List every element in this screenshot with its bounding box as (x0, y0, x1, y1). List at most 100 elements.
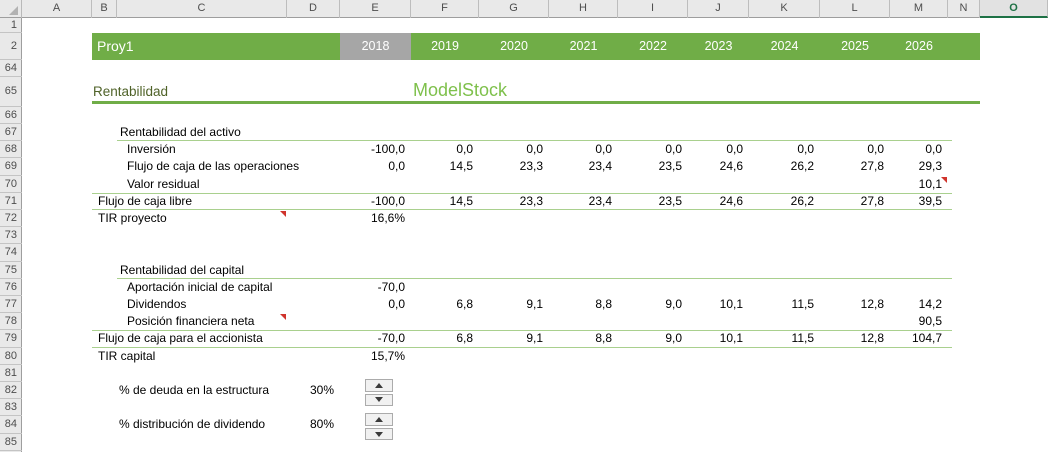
select-all-corner[interactable] (0, 0, 22, 18)
cell-H77[interactable]: 8,8 (595, 297, 612, 311)
cell-G68[interactable]: 0,0 (526, 142, 543, 157)
cell-M77[interactable]: 14,2 (918, 297, 942, 311)
cell-M70[interactable]: 10,1 (918, 176, 942, 191)
year-header-2025[interactable]: 2025 (841, 39, 869, 53)
row-label-75[interactable]: Rentabilidad del capital (120, 262, 245, 277)
cell-J77[interactable]: 10,1 (719, 297, 743, 311)
control-value-1[interactable]: 30% (309, 383, 334, 397)
row-label-80[interactable]: TIR capital (98, 348, 156, 363)
column-header-N[interactable]: N (948, 0, 980, 18)
brand-title[interactable]: ModelStock (413, 80, 508, 100)
cell-I69[interactable]: 23,5 (658, 159, 682, 174)
cell-F77[interactable]: 6,8 (456, 297, 473, 311)
row-header-69[interactable]: 69 (0, 158, 22, 176)
cell-K71[interactable]: 26,2 (790, 193, 814, 208)
cell-M68[interactable]: 0,0 (925, 142, 942, 157)
year-header-2020[interactable]: 2020 (500, 39, 528, 53)
row-label-79[interactable]: Flujo de caja para el accionista (98, 331, 263, 346)
column-header-G[interactable]: G (479, 0, 549, 18)
row-header-64[interactable]: 64 (0, 60, 22, 77)
cell-K68[interactable]: 0,0 (797, 142, 814, 157)
cell-F69[interactable]: 14,5 (449, 159, 473, 174)
cell-E76[interactable]: -70,0 (377, 279, 405, 294)
row-header-83[interactable]: 83 (0, 399, 22, 417)
row-label-78[interactable]: Posición financiera neta (127, 314, 255, 329)
cell-H71[interactable]: 23,4 (588, 193, 612, 208)
year-header-2021[interactable]: 2021 (569, 39, 598, 53)
cell-J71[interactable]: 24,6 (719, 193, 743, 208)
row-label-71[interactable]: Flujo de caja libre (98, 193, 193, 208)
cell-H79[interactable]: 8,8 (595, 331, 612, 346)
cell-M79[interactable]: 104,7 (911, 331, 942, 346)
row-header-66[interactable]: 66 (0, 107, 22, 124)
column-header-B[interactable]: B (92, 0, 117, 18)
row-header-82[interactable]: 82 (0, 382, 22, 400)
cell-E71[interactable]: -100,0 (370, 193, 405, 208)
row-header-71[interactable]: 71 (0, 193, 22, 210)
cell-F68[interactable]: 0,0 (456, 142, 473, 157)
row-header-72[interactable]: 72 (0, 210, 22, 228)
column-header-J[interactable]: J (688, 0, 749, 18)
row-label-69[interactable]: Flujo de caja de las operaciones (127, 159, 300, 174)
row-header-1[interactable]: 1 (0, 18, 22, 33)
column-header-M[interactable]: M (890, 0, 948, 18)
column-header-O[interactable]: O (980, 0, 1048, 18)
row-header-77[interactable]: 77 (0, 296, 22, 314)
cell-G79[interactable]: 9,1 (526, 331, 543, 346)
column-header-A[interactable]: A (22, 0, 92, 18)
cell-K77[interactable]: 11,5 (791, 297, 814, 311)
row-header-79[interactable]: 79 (0, 330, 22, 348)
cell-E69[interactable]: 0,0 (388, 159, 405, 174)
cell-M71[interactable]: 39,5 (918, 193, 942, 208)
cell-I79[interactable]: 9,0 (665, 331, 682, 346)
row-header-67[interactable]: 67 (0, 124, 22, 142)
control-label-1[interactable]: % de deuda en la estructura (119, 383, 270, 397)
row-header-81[interactable]: 81 (0, 365, 22, 382)
spin-down-button[interactable] (365, 427, 393, 441)
cell-G77[interactable]: 9,1 (526, 297, 543, 311)
row-header-73[interactable]: 73 (0, 227, 22, 245)
row-label-72[interactable]: TIR proyecto (98, 211, 167, 225)
cell-I71[interactable]: 23,5 (658, 193, 682, 208)
row-header-76[interactable]: 76 (0, 279, 22, 296)
cell-J69[interactable]: 24,6 (719, 159, 743, 174)
column-header-H[interactable]: H (549, 0, 618, 18)
row-label-70[interactable]: Valor residual (127, 176, 200, 191)
row-label-77[interactable]: Dividendos (127, 297, 187, 311)
cell-L77[interactable]: 12,8 (860, 297, 884, 311)
spin-up-button[interactable] (365, 413, 393, 426)
cell-L79[interactable]: 12,8 (860, 331, 884, 346)
control-value-2[interactable]: 80% (309, 417, 334, 432)
section-title[interactable]: Rentabilidad (93, 84, 169, 99)
row-label-68[interactable]: Inversión (127, 142, 176, 157)
control-label-2[interactable]: % distribución de dividendo (119, 417, 266, 432)
cell-L71[interactable]: 27,8 (860, 193, 884, 208)
row-header-2[interactable]: 2 (0, 33, 22, 60)
year-header-2024[interactable]: 2024 (770, 39, 799, 53)
cell-K79[interactable]: 11,5 (791, 331, 814, 346)
row-header-68[interactable]: 68 (0, 141, 22, 159)
cell-J68[interactable]: 0,0 (726, 142, 743, 157)
column-header-I[interactable]: I (618, 0, 688, 18)
row-header-74[interactable]: 74 (0, 244, 22, 262)
year-header-2022[interactable]: 2022 (639, 39, 667, 53)
cell-J79[interactable]: 10,1 (719, 331, 743, 346)
row-header-70[interactable]: 70 (0, 176, 22, 193)
cell-F79[interactable]: 6,8 (456, 331, 473, 346)
row-label-67[interactable]: Rentabilidad del activo (120, 125, 241, 139)
row-header-80[interactable]: 80 (0, 348, 22, 365)
cell-E80[interactable]: 15,7% (370, 348, 405, 363)
row-header-65[interactable]: 65 (0, 77, 22, 107)
cell-G69[interactable]: 23,3 (519, 159, 543, 174)
year-header-2026[interactable]: 2026 (905, 39, 933, 53)
year-header-2023[interactable]: 2023 (704, 39, 733, 53)
cell-L68[interactable]: 0,0 (867, 142, 884, 157)
cell-H69[interactable]: 23,4 (588, 159, 612, 174)
cell-H68[interactable]: 0,0 (595, 142, 612, 157)
year-header-2018[interactable]: 2018 (340, 33, 411, 60)
column-header-L[interactable]: L (820, 0, 890, 18)
row-label-76[interactable]: Aportación inicial de capital (127, 279, 273, 294)
row-header-78[interactable]: 78 (0, 313, 22, 331)
spin-down-button[interactable] (365, 393, 393, 406)
cell-I68[interactable]: 0,0 (665, 142, 682, 157)
